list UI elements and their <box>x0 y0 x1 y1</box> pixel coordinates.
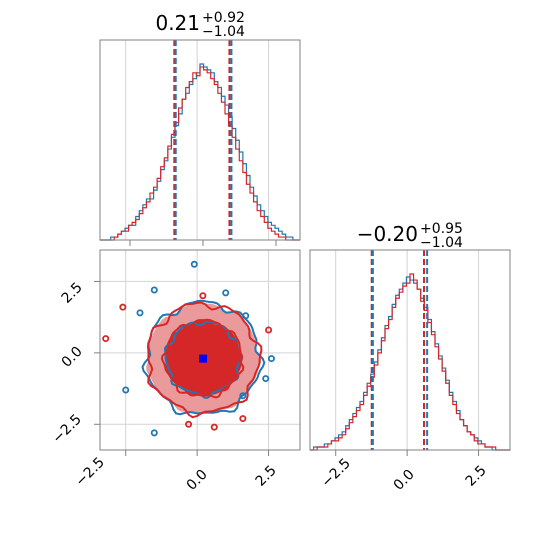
contour-island-red <box>265 326 273 334</box>
hist-1-title-main: −0.20 <box>357 222 418 246</box>
contour-island-red <box>199 292 207 300</box>
contour-island-blue <box>262 375 270 383</box>
contour-island-blue <box>190 260 198 268</box>
joint-ytick-label: 0.0 <box>59 344 86 371</box>
truth-marker <box>199 354 208 363</box>
joint-xtick-label: 0.0 <box>184 467 211 494</box>
hist-0-frame <box>99 39 301 241</box>
hist-0-quantile-lines <box>173 40 233 240</box>
hist-step-red <box>310 273 510 451</box>
hist-1-series <box>310 273 510 451</box>
contour-line-red <box>160 318 245 399</box>
hist-0-title-sub: −1.04 <box>202 24 245 40</box>
hist-panel-param-1: −2.5 0.0 2.5 −0.20 +0.95 −1.04 <box>309 221 511 494</box>
contour-island-red <box>210 423 218 431</box>
joint-xtick-label: −2.5 <box>72 454 107 489</box>
contour-island-blue <box>267 355 275 363</box>
joint-ytick-label: 2.5 <box>59 280 86 307</box>
hist-1-frame <box>309 249 511 451</box>
contour-island-red <box>119 303 127 311</box>
hist-1-title-sup: +0.95 <box>420 221 463 237</box>
contour-line-red <box>146 301 263 419</box>
joint-panel: −2.5 0.0 2.5 2.5 0.0 −2.5 <box>49 249 301 494</box>
contour-island-blue <box>239 392 247 400</box>
hist-1-xtick-label: 2.5 <box>463 463 490 490</box>
contour-island-blue <box>150 286 158 294</box>
hist-0-title-main: 0.21 <box>155 11 200 35</box>
hist-step-red <box>100 66 300 241</box>
joint-contours <box>102 260 275 437</box>
hist-1-grid <box>335 250 480 450</box>
hist-1-title-sub: −1.04 <box>420 235 463 251</box>
hist-1-xtick-label: −2.5 <box>318 455 353 490</box>
hist-step-blue <box>100 63 300 241</box>
joint-xtick-label: 2.5 <box>253 463 280 490</box>
hist-1-quantile-lines <box>370 250 429 450</box>
hist-1-xtick-label: 0.0 <box>391 467 418 494</box>
contour-island-blue <box>222 289 230 297</box>
contour-island-blue <box>136 309 144 317</box>
hist-0-series <box>100 63 300 241</box>
hist-1-ticks <box>335 450 480 456</box>
contour-island-blue <box>122 386 130 394</box>
contour-island-blue <box>242 312 250 320</box>
contour-island-red <box>102 335 110 343</box>
hist-step-blue <box>310 276 510 451</box>
joint-frame <box>99 249 301 451</box>
contour-island-blue <box>150 429 158 437</box>
hist-panel-param-0: 0.21 +0.92 −1.04 <box>99 10 301 246</box>
joint-ticks <box>94 280 270 456</box>
contour-island-red <box>185 420 193 428</box>
hist-0-title-sup: +0.92 <box>202 10 245 26</box>
joint-ytick-label: −2.5 <box>49 411 84 446</box>
hist-0-grid <box>125 40 270 240</box>
contour-island-red <box>239 415 247 423</box>
